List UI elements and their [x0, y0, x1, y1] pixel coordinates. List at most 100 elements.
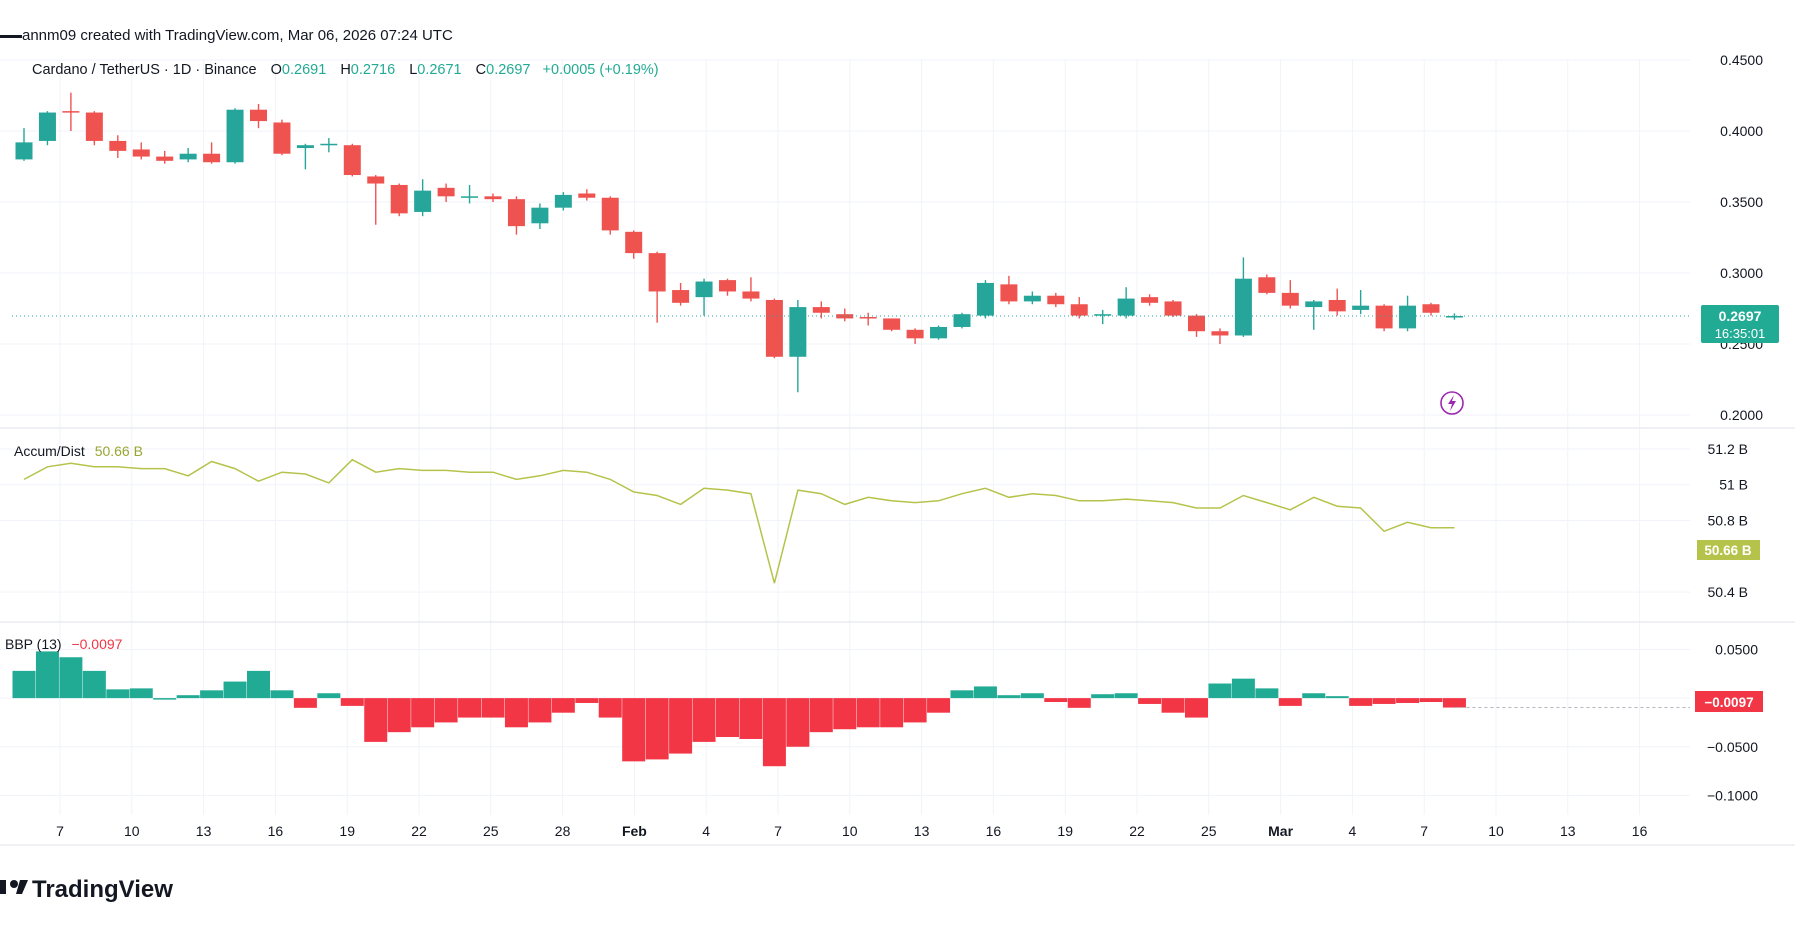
candle-body	[1047, 295, 1065, 305]
bbp-bar	[387, 698, 411, 733]
candle-body	[507, 199, 525, 227]
candle-body	[742, 291, 760, 299]
time-tick-label: 13	[914, 823, 930, 839]
bbp-bar	[598, 698, 622, 718]
ad-tick-label: 50.4 B	[1708, 584, 1748, 600]
time-tick-label: Feb	[622, 823, 647, 839]
time-tick-label: 25	[483, 823, 499, 839]
bbp-bar	[223, 681, 247, 699]
bbp-bar	[1325, 696, 1349, 699]
bbp-bar	[528, 698, 552, 723]
ad-legend-value: 50.66 B	[95, 443, 143, 459]
bbp-bar	[1349, 698, 1373, 706]
bbp-bar	[762, 698, 786, 767]
candle-body	[672, 290, 690, 303]
high-label: H	[340, 62, 350, 78]
candle-body	[226, 109, 244, 163]
bbp-bar	[692, 698, 716, 742]
bbp-bar	[927, 698, 951, 713]
tradingview-logo-icon[interactable]	[0, 880, 28, 894]
price-tick-label: 0.4500	[1720, 52, 1763, 68]
bbp-bar	[106, 689, 130, 699]
candle-body	[484, 196, 502, 200]
candle-body	[179, 153, 197, 160]
bbp-badge-text: −0.0097	[1704, 695, 1753, 710]
time-tick-label: 16	[1632, 823, 1648, 839]
bbp-bar	[434, 698, 458, 723]
candle-body	[1141, 297, 1159, 303]
low-value: 0.2671	[417, 62, 461, 78]
price-badge-price: 0.2697	[1719, 308, 1762, 324]
symbol-title[interactable]: Cardano / TetherUS · 1D · Binance O0.269…	[32, 62, 659, 78]
candle-body	[1188, 315, 1205, 332]
time-tick-label: 22	[411, 823, 427, 839]
bbp-bar	[1020, 693, 1044, 699]
bbp-bar	[35, 651, 59, 699]
bbp-bar	[270, 690, 294, 699]
candle-body	[109, 140, 127, 151]
ad-badge-text: 50.66 B	[1704, 543, 1752, 558]
candle-body	[789, 307, 807, 357]
high-value: 0.2716	[351, 62, 395, 78]
time-tick-label: 13	[1560, 823, 1576, 839]
price-badge	[1701, 305, 1779, 343]
candle-body	[414, 190, 432, 212]
ad-legend-label: Accum/Dist	[14, 443, 85, 459]
candle-body	[765, 299, 783, 357]
candle-body	[953, 314, 971, 327]
bbp-bar	[340, 698, 364, 706]
candle-body	[1445, 316, 1463, 318]
candle-body	[1328, 299, 1346, 312]
price-tick-label: 0.3500	[1720, 194, 1763, 210]
time-tick-label: 7	[1420, 823, 1428, 839]
bbp-legend[interactable]: BBP (13) −0.0097	[5, 636, 123, 652]
bbp-bar	[622, 698, 646, 762]
bbp-bar-series	[12, 651, 1690, 767]
time-tick-label: 28	[555, 823, 571, 839]
ad-axis[interactable]: 51.2 B 51 B 50.8 B 50.4 B	[1708, 441, 1748, 600]
candle-body	[203, 153, 221, 163]
candle-body	[343, 145, 361, 176]
time-tick-label: 16	[268, 823, 284, 839]
bbp-bar	[1372, 698, 1396, 704]
bbp-bar	[880, 698, 904, 728]
bbp-bar	[716, 698, 739, 738]
candle-body	[1023, 295, 1041, 302]
candle-body	[250, 109, 267, 122]
bbp-bar	[903, 698, 927, 723]
bbp-bar	[1419, 698, 1443, 702]
bbp-bar	[1231, 678, 1255, 699]
bbp-bar	[82, 670, 106, 699]
bbp-bar	[1091, 694, 1115, 699]
bbp-bar	[317, 693, 341, 699]
candle-body	[812, 307, 830, 313]
bbp-bar	[59, 657, 83, 699]
open-label: O	[271, 62, 282, 78]
flash-icon[interactable]	[1440, 391, 1464, 415]
bbp-badge	[1695, 691, 1763, 712]
bbp-bar	[1114, 693, 1138, 699]
bbp-bar	[129, 688, 153, 699]
candle-body	[461, 196, 479, 198]
ad-legend[interactable]: Accum/Dist 50.66 B	[14, 443, 143, 459]
price-badge-countdown: 16:35:01	[1715, 326, 1766, 341]
bbp-bar	[176, 695, 200, 699]
time-tick-label: 19	[1057, 823, 1073, 839]
time-axis[interactable]: 7 10 13 16 19 22 25 28 Feb 4 7 10 13 16 19 22 25 Mar 4 7 10 1…	[56, 823, 1647, 839]
time-tick-label: 25	[1201, 823, 1217, 839]
candle-body	[320, 143, 338, 146]
bbp-bar	[1208, 683, 1232, 699]
candle-body	[648, 253, 666, 292]
close-value: 0.2697	[486, 62, 530, 78]
candle-body	[1305, 301, 1323, 308]
candle-body	[1399, 305, 1417, 329]
bbp-bar	[739, 698, 763, 739]
bbp-bar	[364, 698, 388, 742]
candle-body	[62, 111, 80, 113]
ad-line-series	[23, 458, 1455, 584]
bbp-bar	[1255, 688, 1279, 699]
